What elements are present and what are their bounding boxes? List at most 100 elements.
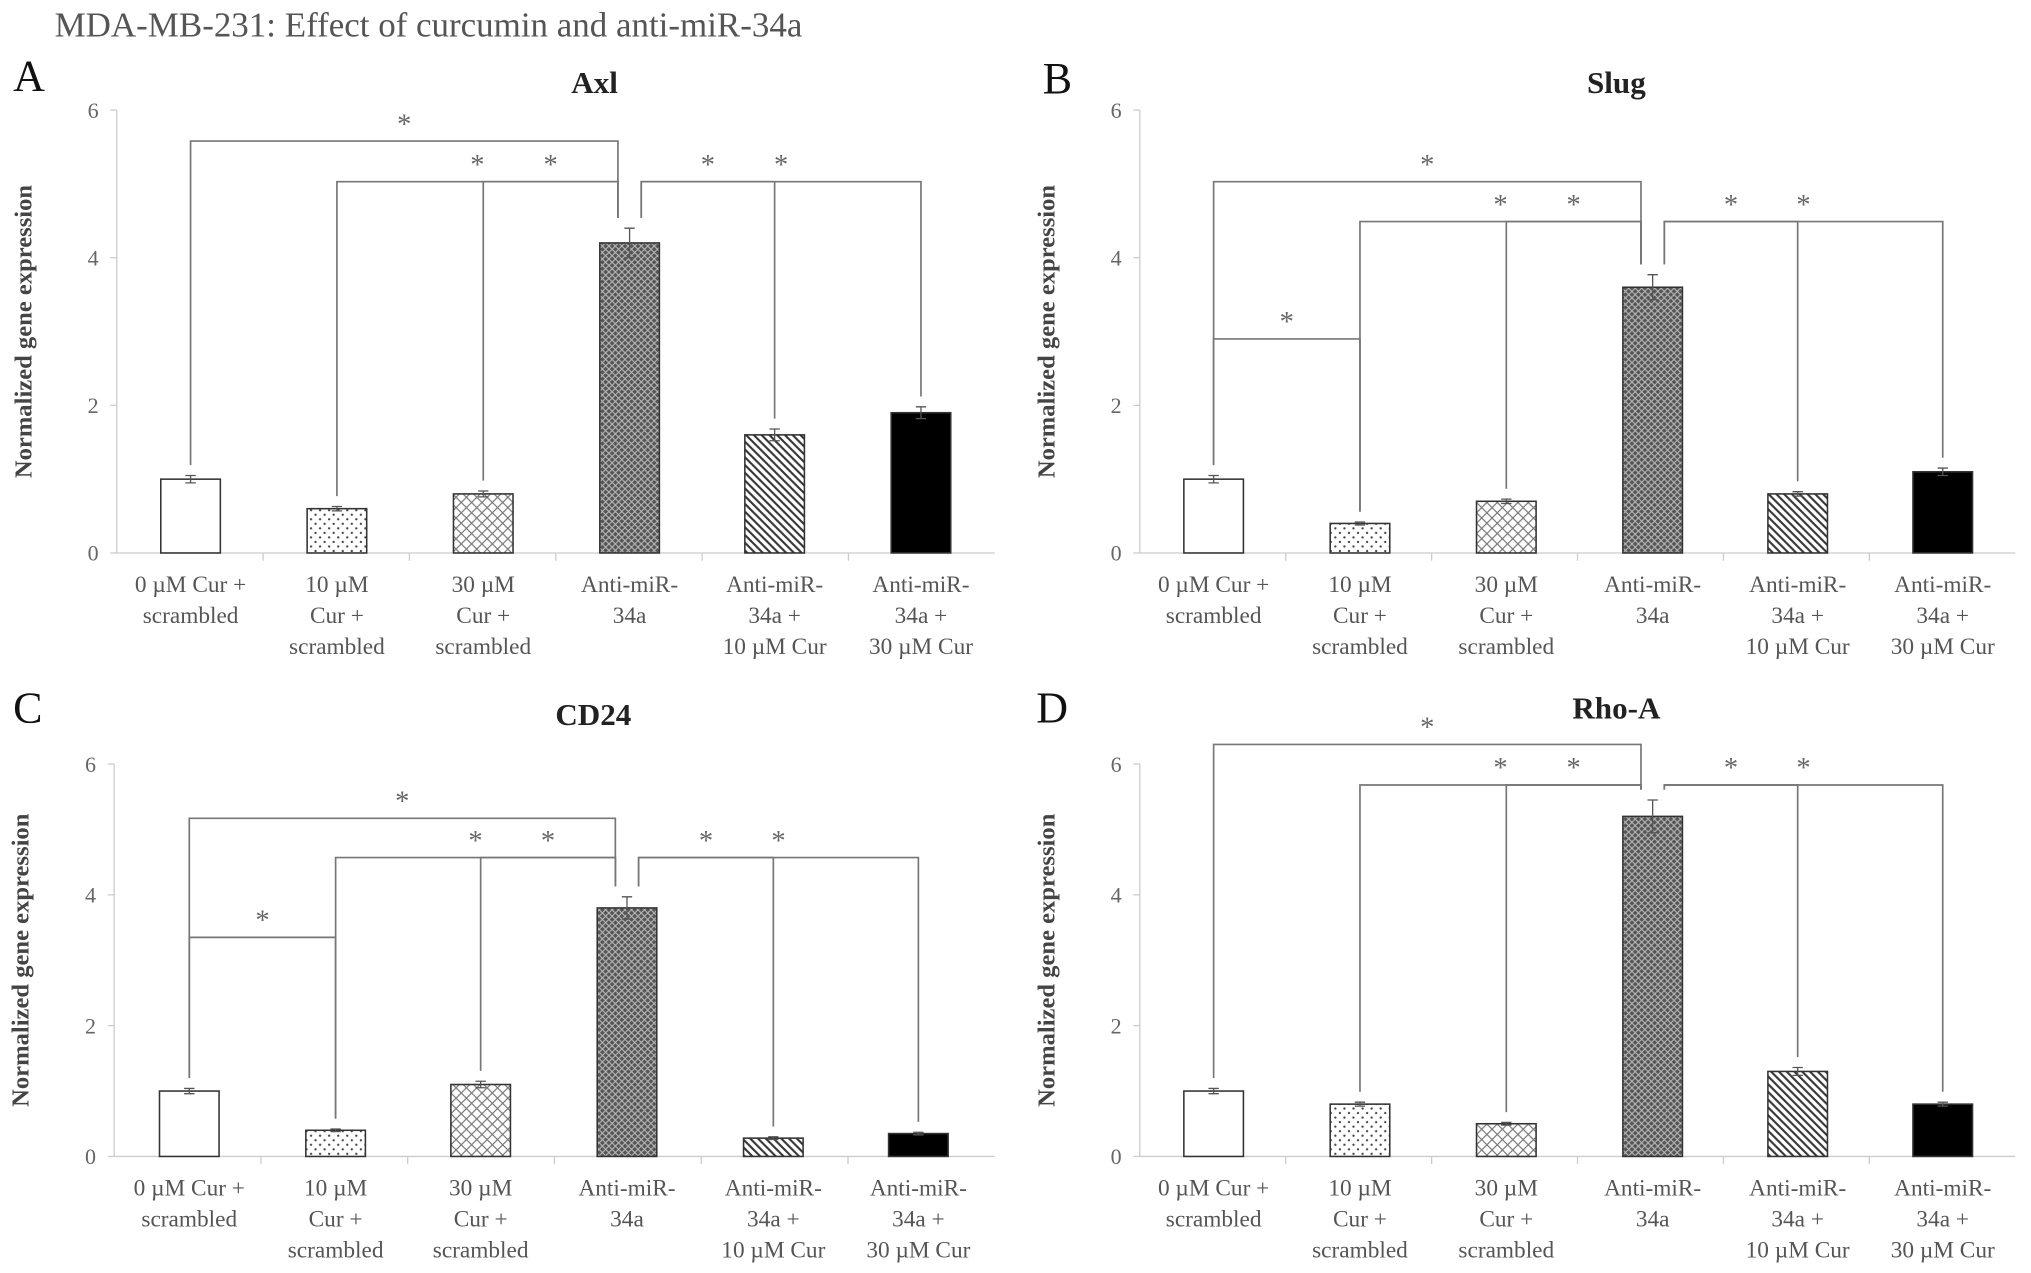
figure-title: MDA-MB-231: Effect of curcumin and anti-… bbox=[55, 5, 803, 44]
x-category-label: 30 µM Cur bbox=[866, 1237, 970, 1263]
x-category-label: 10 µM bbox=[304, 1175, 368, 1201]
significance-star: * bbox=[1724, 753, 1738, 784]
bar bbox=[1329, 1103, 1391, 1158]
error-bar bbox=[1501, 1121, 1512, 1126]
x-category-label: Cur + bbox=[1479, 603, 1533, 629]
bar bbox=[450, 1083, 512, 1158]
y-tick-label: 6 bbox=[85, 752, 96, 777]
x-category-label: Anti-miR- bbox=[1894, 1175, 1991, 1201]
error-bar bbox=[621, 896, 633, 920]
panel-C: C CD24 Normalized gene expression 0 2 4 6 0 µM … bbox=[8, 684, 995, 1263]
x-category-label: 30 µM bbox=[1475, 572, 1539, 598]
x-category-label: Anti-miR- bbox=[578, 1175, 675, 1201]
error-bar bbox=[769, 428, 780, 442]
significance-bracket bbox=[1359, 220, 1642, 512]
error-bar bbox=[330, 1128, 341, 1133]
error-bar bbox=[768, 1136, 779, 1141]
x-category-label: 34a bbox=[1636, 1206, 1670, 1232]
x-category-label: Anti-miR- bbox=[1749, 1175, 1846, 1201]
panel-D: D Rho-A Normalized gene expression 0 2 4 6 0 µM… bbox=[1033, 684, 2016, 1263]
error-bar bbox=[915, 406, 927, 420]
x-category-label: 34a + bbox=[892, 1206, 945, 1232]
y-tick-label: 4 bbox=[85, 883, 96, 908]
significance-bracket bbox=[637, 856, 775, 1127]
x-category-label: 34a + bbox=[1916, 603, 1969, 629]
x-category-label: Anti-miR- bbox=[872, 572, 969, 598]
y-tick-label: 2 bbox=[85, 1013, 96, 1038]
x-category-label: 34a + bbox=[895, 603, 948, 629]
x-category-label: 0 µM Cur + bbox=[135, 572, 246, 598]
significance-star: * bbox=[771, 826, 785, 857]
error-bar bbox=[1208, 1087, 1219, 1095]
x-category-label: scrambled bbox=[141, 1206, 237, 1232]
significance-bracket bbox=[1212, 338, 1361, 512]
bar bbox=[1475, 500, 1537, 554]
x-category-label: Cur + bbox=[1479, 1206, 1533, 1232]
bar bbox=[596, 907, 658, 1158]
y-tick-label: 2 bbox=[1111, 1013, 1122, 1038]
bar bbox=[1622, 815, 1684, 1158]
panel-title: Axl bbox=[571, 65, 618, 100]
x-category-label: scrambled bbox=[1312, 634, 1408, 660]
x-category-label: Anti-miR- bbox=[581, 572, 678, 598]
significance-star: * bbox=[397, 109, 411, 140]
error-bar bbox=[1354, 521, 1366, 526]
significance-bracket bbox=[189, 140, 619, 466]
panel-title: Slug bbox=[1587, 65, 1646, 100]
y-tick-label: 0 bbox=[85, 1144, 96, 1169]
x-category-label: scrambled bbox=[143, 603, 239, 629]
x-category-label: 30 µM Cur bbox=[869, 634, 973, 660]
panel-B: B Slug Normalized gene expression 0 2 4 6 0 µM … bbox=[1033, 54, 2016, 660]
error-bar bbox=[1647, 274, 1658, 301]
x-category-label: 30 µM Cur bbox=[1891, 1237, 1995, 1263]
significance-bracket bbox=[1212, 180, 1642, 466]
x-category-label: Anti-miR- bbox=[725, 1175, 822, 1201]
x-category-label: 10 µM Cur bbox=[1746, 634, 1850, 660]
bar bbox=[742, 1137, 804, 1158]
panel-A: A Axl Normalized gene expression 0 2 4 6 0 µM C… bbox=[10, 52, 995, 660]
error-bar bbox=[624, 227, 635, 259]
error-bar bbox=[913, 1131, 924, 1136]
significance-star: * bbox=[1796, 190, 1810, 221]
significance-star: * bbox=[543, 150, 557, 181]
significance-star: * bbox=[774, 150, 788, 181]
x-category-label: 34a bbox=[1636, 603, 1670, 629]
significance-bracket bbox=[188, 936, 337, 1119]
significance-bracket bbox=[1663, 784, 1944, 1092]
x-category-label: scrambled bbox=[433, 1237, 529, 1263]
x-category-label: Anti-miR- bbox=[1604, 1175, 1701, 1201]
y-tick-label: 2 bbox=[1111, 393, 1122, 418]
significance-star: * bbox=[470, 150, 484, 181]
x-category-label: Cur + bbox=[454, 1206, 508, 1232]
x-category-label: Anti-miR- bbox=[1894, 572, 1991, 598]
x-category-label: 0 µM Cur + bbox=[1158, 572, 1269, 598]
x-category-label: Cur + bbox=[456, 603, 510, 629]
error-bar bbox=[1792, 491, 1803, 497]
x-category-label: Cur + bbox=[1333, 1206, 1387, 1232]
x-category-label: 34a bbox=[613, 603, 647, 629]
y-tick-label: 0 bbox=[1111, 541, 1122, 566]
panel-letter: A bbox=[13, 52, 45, 101]
x-category-label: Anti-miR- bbox=[1749, 572, 1846, 598]
x-category-label: scrambled bbox=[288, 1237, 384, 1263]
x-category-label: scrambled bbox=[1458, 1237, 1554, 1263]
significance-bracket bbox=[1663, 220, 1944, 458]
y-tick-label: 0 bbox=[1111, 1144, 1122, 1169]
bar bbox=[1912, 1103, 1974, 1158]
y-tick-label: 2 bbox=[88, 393, 99, 418]
error-bar bbox=[475, 1080, 486, 1089]
significance-star: * bbox=[255, 906, 269, 937]
error-bar bbox=[185, 474, 196, 484]
bar bbox=[887, 1132, 949, 1158]
error-bar bbox=[331, 505, 343, 512]
bar bbox=[306, 507, 368, 554]
significance-star: * bbox=[1567, 190, 1581, 221]
x-category-label: 10 µM Cur bbox=[1746, 1237, 1850, 1263]
y-axis-label: Normalized gene expression bbox=[1033, 813, 1060, 1107]
significance-bracket bbox=[637, 856, 920, 1122]
bar bbox=[890, 411, 952, 554]
significance-star: * bbox=[1493, 753, 1507, 784]
significance-star: * bbox=[1493, 190, 1507, 221]
y-tick-label: 0 bbox=[88, 541, 99, 566]
